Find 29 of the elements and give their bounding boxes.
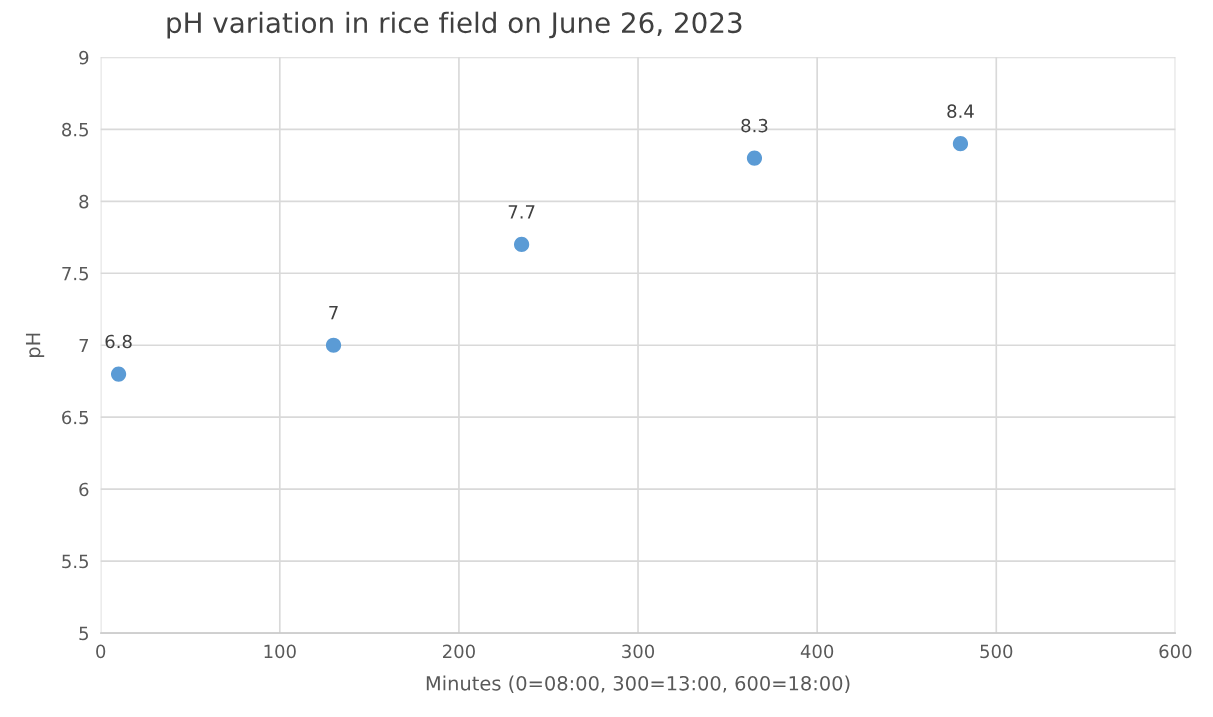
y-tick-label: 7 [79,338,89,353]
y-tick-label: 6.5 [62,410,88,425]
x-tick-label: 300 [622,644,655,659]
y-tick-label: 7.5 [62,266,88,281]
data-label: 6.8 [105,334,132,349]
x-tick-label: 600 [1159,644,1192,659]
data-label: 8.3 [741,118,768,133]
point [952,136,969,152]
data-label: 7 [329,306,338,320]
x-axis-title: Minutes (0=08:00, 300=13:00, 600=18:00) [426,675,850,693]
point [110,366,127,382]
data-label: 8.4 [947,104,974,118]
x-tick-label: 200 [443,644,475,659]
x-tick-label: 500 [980,644,1013,659]
x-tick-label: 400 [800,644,834,659]
y-tick-label: 6 [79,482,89,497]
y-tick-label: 8.5 [62,122,88,137]
point [514,236,530,253]
point [325,337,342,353]
y-tick-label: 5 [79,626,88,641]
y-tick-label: 8 [79,194,89,209]
chart-title: pH variation in rice field on June 26, 2023 [167,11,742,39]
x-tick-label: 0 [96,644,106,659]
x-tick-label: 100 [264,644,296,659]
y-tick-label: 5.5 [62,554,88,569]
data-label: 7.7 [508,205,535,219]
y-tick-label: 9 [79,50,89,65]
point [746,150,763,166]
y-axis-title: pH [25,333,45,357]
